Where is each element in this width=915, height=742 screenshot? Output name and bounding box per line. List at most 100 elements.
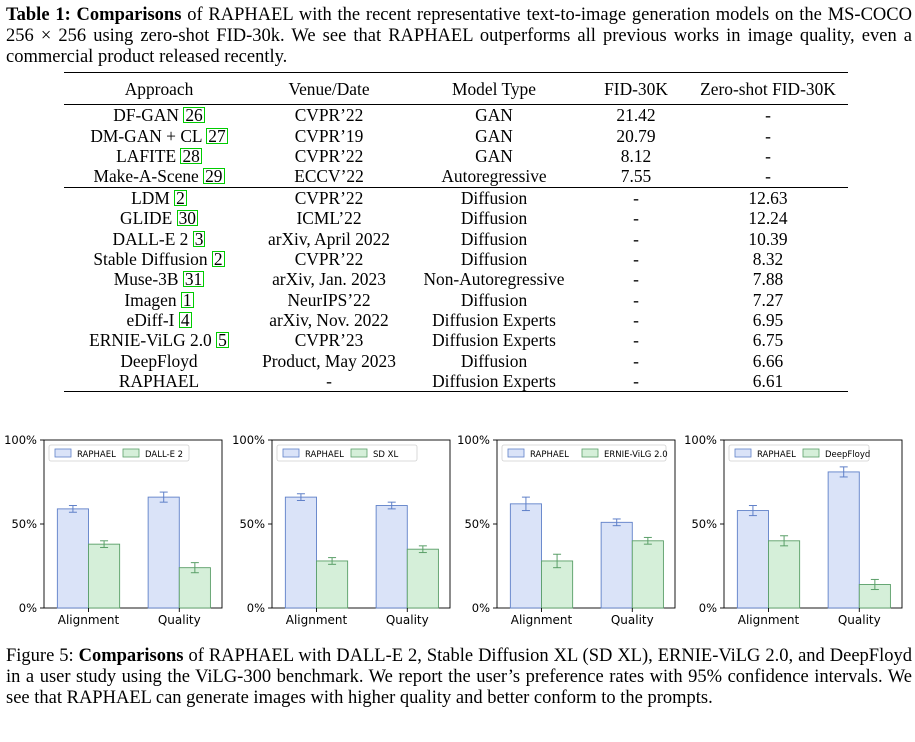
bar-baseline [631, 540, 664, 609]
cell-zero-shot-fid: 7.88 [752, 269, 784, 290]
bar-raphael [736, 510, 769, 609]
table-row: Imagen 1 NeurIPS’22 Diffusion - 7.27 [64, 290, 848, 310]
chart-svg: 0% 50% 100% Alignment Quality RAPHAEL DeepFloy… [684, 433, 903, 627]
x-tick-label: Alignment [738, 613, 800, 627]
bar-baseline [316, 560, 349, 609]
results-table: Approach Venue/Date Model Type FID-30K Z… [64, 72, 848, 393]
cell-zero-shot-fid: 10.39 [748, 228, 788, 249]
legend-label: ERNIE-ViLG 2.0 [604, 450, 668, 460]
cell-fid: 20.79 [616, 125, 656, 146]
cell-venue: arXiv, April 2022 [267, 228, 391, 249]
cell-venue: ICML’22 [296, 208, 362, 229]
cell-approach: Stable Diffusion 2 [64, 249, 254, 269]
citation-link[interactable]: 31 [182, 269, 205, 290]
citation-link[interactable]: 28 [180, 145, 202, 166]
bar-raphael [827, 471, 860, 609]
cell-venue: ECCV’22 [294, 166, 364, 187]
chart-svg: 0% 50% 100% Alignment Quality RAPHAEL DALL-E 2 [4, 433, 223, 627]
header-approach: Approach [64, 72, 254, 105]
cell-model-type: GAN [404, 104, 584, 126]
cell-model-type: Diffusion Experts [432, 310, 556, 331]
legend-swatch [282, 448, 300, 458]
header-zero-shot-fid: Zero-shot FID-30K [688, 72, 848, 105]
cell-zero-shot-fid: 6.61 [688, 371, 848, 393]
cell-zero-shot-fid: 8.32 [752, 248, 784, 269]
table-caption-bold: Comparisons [76, 5, 182, 25]
cell-fid: - [633, 310, 639, 331]
cell-approach: DALL-E 2 3 [64, 228, 254, 249]
cell-fid: 7.55 [620, 166, 652, 187]
cell-model-type: Diffusion [460, 228, 528, 249]
x-tick-label: Alignment [511, 613, 573, 627]
citation-link[interactable]: 2 [211, 248, 225, 269]
cell-zero-shot-fid: 6.66 [752, 350, 784, 371]
approach-name: Imagen [124, 289, 177, 310]
legend-label: RAPHAEL [305, 450, 344, 460]
y-tick-label: 100% [457, 433, 490, 447]
cell-zero-shot-fid: 6.75 [752, 330, 784, 351]
table-row: RAPHAEL - Diffusion Experts -6.61 [64, 371, 848, 393]
approach-name: DALL-E 2 [112, 228, 189, 249]
cell-fid: - [633, 330, 639, 351]
chart-deepfloyd: 0% 50% 100% Alignment Quality RAPHAEL DeepFloy… [684, 426, 906, 627]
table-row: GLIDE 30 ICML’22 Diffusion - 12.24 [64, 208, 848, 228]
legend-label: RAPHAEL [77, 450, 116, 460]
x-tick-label: Quality [611, 613, 654, 627]
approach-name: DF-GAN [113, 105, 179, 126]
header-fid: FID-30K [584, 72, 688, 105]
cell-fid: - [633, 248, 639, 269]
legend-swatch [54, 448, 72, 458]
y-tick-label: 50% [464, 517, 490, 531]
approach-name: LAFITE [116, 145, 177, 166]
cell-fid: - [633, 269, 639, 290]
cell-zero-shot-fid: - [688, 104, 848, 126]
x-tick-label: Quality [158, 613, 201, 627]
approach-name: Muse-3B [113, 269, 179, 290]
citation-link[interactable]: 30 [176, 208, 198, 229]
legend-label: RAPHAEL [530, 450, 569, 460]
table-row: DALL-E 2 3 arXiv, April 2022 Diffusion - 10.… [64, 228, 848, 249]
cell-zero-shot-fid: 7.27 [752, 289, 784, 310]
table-row: eDiff-I 4 arXiv, Nov. 2022 Diffusion Exper… [64, 310, 848, 330]
cell-approach: eDiff-I 4 [64, 310, 254, 330]
table-header-row: Approach Venue/Date Model Type FID-30K Z… [64, 72, 848, 105]
bar-baseline [768, 540, 801, 609]
cell-model-type: Diffusion [404, 186, 584, 208]
chart-sdxl: 0% 50% 100% Alignment Quality RAPHAEL SD XL [232, 426, 454, 627]
cell-fid: - [633, 289, 639, 310]
approach-name: RAPHAEL [118, 371, 200, 392]
citation-link[interactable]: 27 [206, 125, 228, 146]
cell-model-type: Diffusion [460, 289, 528, 310]
cell-venue: CVPR’22 [254, 186, 404, 208]
cell-approach: Muse-3B 31 [64, 269, 254, 289]
citation-link[interactable]: 3 [192, 228, 206, 249]
cell-approach: RAPHAEL [64, 371, 254, 393]
citation-link[interactable]: 29 [203, 166, 225, 187]
approach-name: ERNIE-ViLG 2.0 [89, 330, 212, 351]
citation-link[interactable]: 4 [178, 310, 192, 331]
y-tick-label: 50% [11, 517, 37, 531]
cell-model-type: Diffusion [460, 208, 528, 229]
citation-link[interactable]: 26 [183, 105, 205, 126]
x-tick-label: Quality [838, 613, 881, 627]
table-row: LAFITE 28 CVPR’22 GAN 8.12 - [64, 146, 848, 166]
y-tick-label: 0% [699, 601, 717, 615]
table-body: DF-GAN 26 CVPR’22 GAN 21.42- DM-GAN + CL 27 C… [64, 104, 848, 393]
legend-swatch [122, 448, 140, 458]
table-row: Muse-3B 31 arXiv, Jan. 2023 Non-Autoregres… [64, 269, 848, 289]
y-tick-label: 0% [19, 601, 37, 615]
cell-model-type: Diffusion Experts [432, 330, 556, 351]
bar-baseline [88, 543, 121, 609]
approach-name: eDiff-I [126, 310, 175, 331]
cell-zero-shot-fid: - [765, 145, 771, 166]
table-row: Make-A-Scene 29 ECCV’22 Autoregressive 7.55… [64, 166, 848, 187]
figure-caption-bold: Comparisons [78, 646, 184, 666]
citation-link[interactable]: 2 [174, 187, 187, 208]
figure-caption-text: of RAPHAEL with DALL-E 2, Stable Diffusi… [6, 646, 912, 708]
y-tick-label: 50% [691, 517, 717, 531]
citation-link[interactable]: 5 [216, 330, 229, 351]
header-model-type: Model Type [404, 72, 584, 105]
table-row: DeepFloyd Product, May 2023 Diffusion - 6.66 [64, 351, 848, 371]
approach-name: GLIDE [120, 208, 173, 229]
citation-link[interactable]: 1 [180, 289, 194, 310]
